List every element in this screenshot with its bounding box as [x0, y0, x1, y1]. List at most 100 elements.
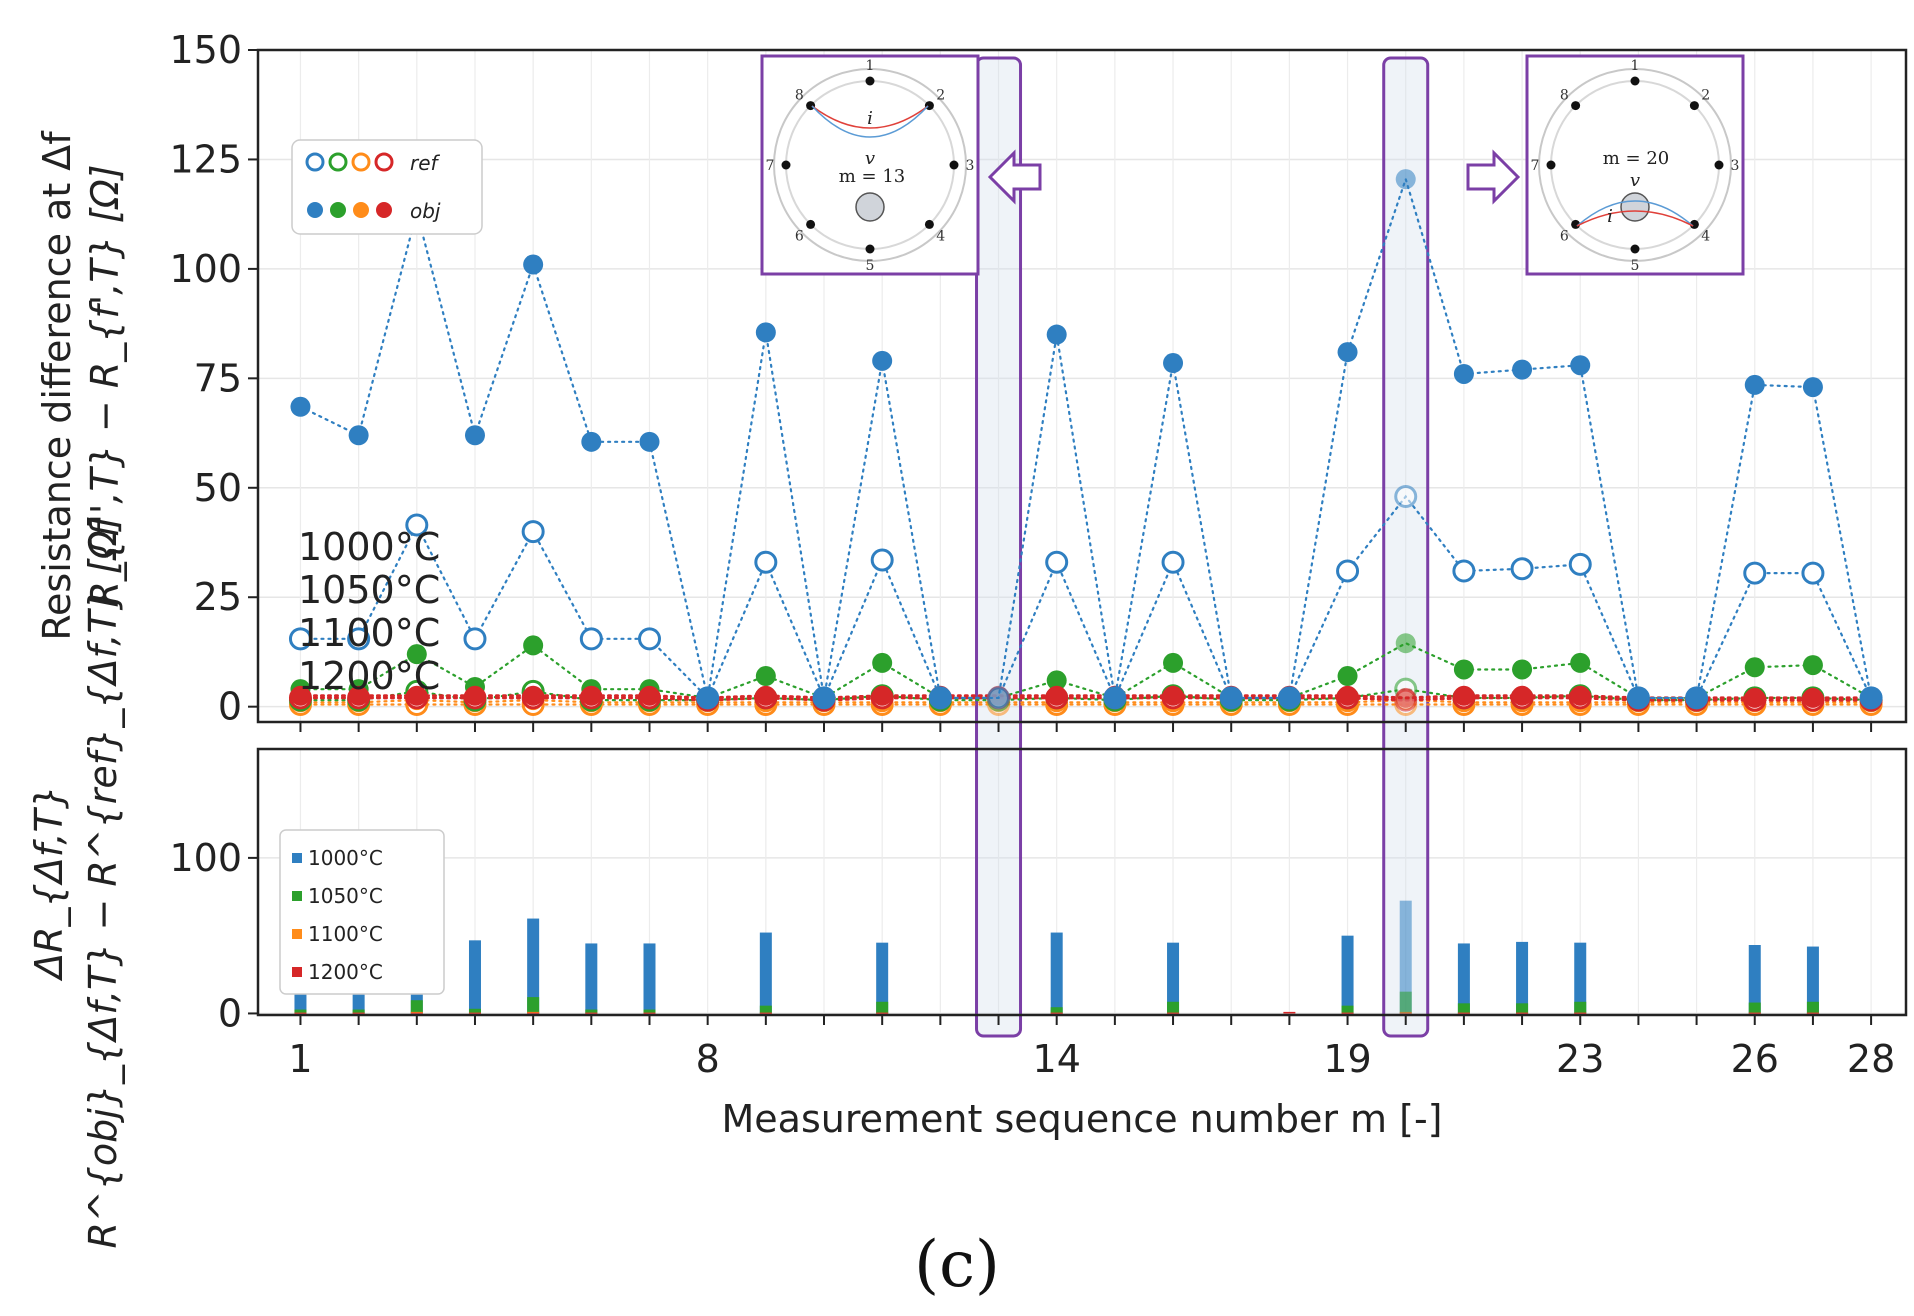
legend-obj-markers	[307, 202, 392, 218]
point-1050-obj-m22	[1512, 659, 1533, 680]
temperature-labels: 1000°C 1050°C 1100°C 1200°C	[298, 525, 440, 698]
inset2-pins-pin-label-3: 3	[1731, 158, 1740, 174]
bar-1050-m26	[1748, 1002, 1761, 1014]
bar-1000-m6	[585, 943, 598, 1014]
inset2-pins-pin-label-6: 6	[1560, 229, 1569, 245]
temp-label-1000: 1000°C	[298, 525, 440, 569]
point-1000-ref-m7	[637, 627, 661, 651]
bar-1200-m23	[1574, 1012, 1587, 1014]
point-1000-obj-m15	[1104, 687, 1125, 708]
point-1000-ref-m5	[521, 520, 545, 544]
inset1-pins-pin-1	[865, 76, 875, 86]
point-1000-obj-m10	[814, 687, 835, 708]
point-1000-obj-m11	[872, 350, 893, 371]
bottom-grid	[258, 749, 1906, 1015]
series-line-1100-obj	[299, 699, 1873, 704]
legend-swatch-1200	[292, 967, 302, 977]
bar-1200-m2	[352, 1012, 365, 1014]
point-1200-obj-m14	[1046, 685, 1067, 706]
point-1000-obj-m22	[1512, 359, 1533, 380]
temp-label-1100: 1100°C	[298, 611, 440, 655]
inset-m13-voltage-arc	[811, 105, 929, 138]
bar-1000-m27	[1806, 946, 1819, 1014]
xlabel: Measurement sequence number m [-]	[722, 1097, 1443, 1141]
point-1200-obj-m11	[872, 685, 893, 706]
bar-1050-m6	[585, 1009, 598, 1014]
top-ylabel-formula: R_{f'',T} − R_{f',T} [Ω]	[83, 165, 127, 608]
legend-ref-1200	[374, 152, 394, 172]
xtick-label-28: 28	[1847, 1037, 1895, 1081]
point-1000-ref-m3	[405, 513, 429, 537]
series-line-1200-ref	[298, 696, 1873, 702]
inset-m20-outer-ring	[1538, 68, 1732, 262]
point-1000-obj-m9	[755, 322, 776, 343]
point-1050-obj-m26	[1744, 657, 1765, 678]
ytick-label-top-50: 50	[194, 466, 242, 510]
inset-m20-frame	[1525, 54, 1745, 276]
series-line-1200-obj	[298, 694, 1873, 700]
xtick-label-8: 8	[696, 1037, 720, 1081]
inset-m20-current-label: i	[1607, 206, 1613, 227]
point-1000-obj-m26	[1744, 374, 1765, 395]
bottom-legend-box	[279, 829, 445, 995]
bar-1050-m16	[1167, 1001, 1180, 1014]
legend-obj-label: obj	[410, 199, 441, 223]
ytick-label-top-25: 25	[194, 575, 242, 619]
legend-swatch-1050	[292, 891, 302, 901]
bar-1200-m20	[1399, 1012, 1412, 1014]
bar-1000-m23	[1574, 942, 1587, 1014]
point-1000-obj-m21	[1453, 363, 1474, 384]
bar-1000-m4	[468, 940, 481, 1014]
bar-1200-m22	[1516, 1012, 1529, 1014]
inset2-pins-pin-label-5: 5	[1631, 258, 1640, 274]
legend-ref-label: ref	[410, 151, 441, 175]
series-line-1000-obj	[299, 175, 1873, 700]
inset1-pins-pin-3	[949, 160, 959, 170]
legend-ref-1000	[305, 152, 325, 172]
point-1000-obj-m28	[1861, 687, 1882, 708]
top-axes-frame	[256, 48, 1908, 724]
legend-bar-1100: 1100°C	[308, 922, 383, 946]
point-1000-ref-m20	[1394, 485, 1418, 509]
point-1000-obj-m16	[1163, 353, 1184, 374]
inset2-pins-pin-label-1: 1	[1631, 58, 1640, 74]
top-ylabel: Resistance difference at Δf	[35, 130, 79, 641]
point-1000-obj-m12	[930, 687, 951, 708]
bar-1000-m16	[1167, 942, 1180, 1014]
bar-1000-m11	[876, 942, 889, 1014]
bar-1200-m9	[759, 1012, 772, 1014]
bottom-axes-frame	[256, 747, 1908, 1017]
inset1-pins-pin-label-8: 8	[795, 87, 804, 103]
bar-1200-m7	[643, 1012, 656, 1014]
bar-1000-m22	[1516, 941, 1529, 1014]
inset-m20: 1 2 3 4 5 6 7 8 v i m = 20	[1525, 54, 1745, 276]
legend-swatch-1000	[292, 853, 302, 863]
point-1050-obj-m16	[1163, 652, 1184, 673]
point-1000-obj-m23	[1570, 355, 1591, 376]
inset-m20-voltage-label: v	[1630, 170, 1640, 191]
bar-1200-m26	[1748, 1012, 1761, 1014]
bar-1200-m18	[1283, 1011, 1296, 1014]
point-1000-obj-m20	[1395, 169, 1416, 190]
ytick-label-bot-100: 100	[169, 836, 242, 880]
point-1050-obj-m3	[406, 644, 427, 665]
bar-series	[294, 900, 1819, 1014]
legend-obj-1000	[307, 202, 323, 218]
inset-m20-label: m = 20	[1603, 148, 1670, 169]
point-1200-obj-m5	[523, 685, 544, 706]
bar-1000-m20	[1399, 900, 1412, 1014]
point-1050-obj-m11	[872, 652, 893, 673]
point-1200-obj-m3	[406, 685, 427, 706]
bar-1200-m14	[1050, 1012, 1063, 1014]
highlight-column-m20	[1382, 56, 1430, 1038]
bar-1000-m21	[1457, 943, 1470, 1014]
legend-swatch-1100	[292, 929, 302, 939]
point-1000-ref-m22	[1510, 557, 1534, 581]
bar-1050-m7	[643, 1009, 656, 1014]
point-1000-obj-m19	[1337, 342, 1358, 363]
ytick-label-bot-0: 0	[218, 991, 242, 1035]
inset-m20-pins: 1 2 3 4 5 6 7 8	[1531, 58, 1740, 274]
point-1200-obj-m27	[1802, 687, 1823, 708]
bar-1050-m23	[1574, 1001, 1587, 1014]
